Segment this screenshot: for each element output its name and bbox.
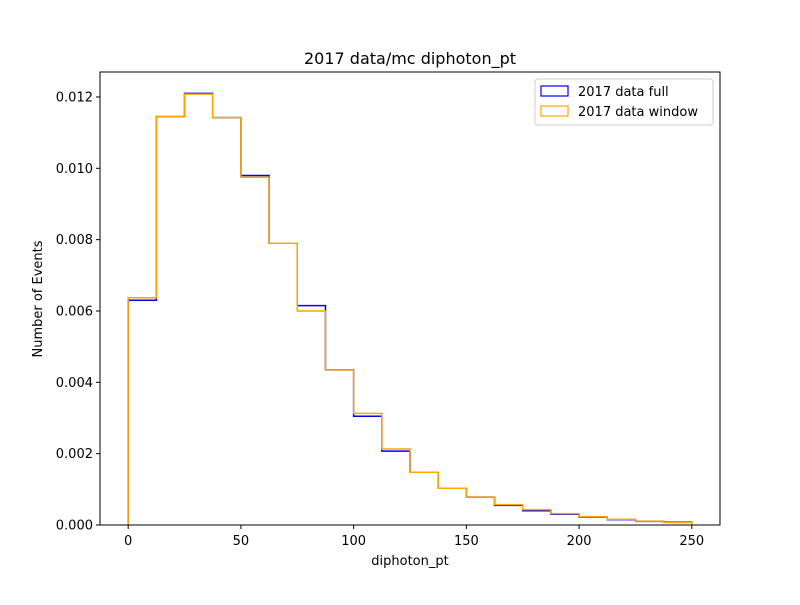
x-tick-label: 200 bbox=[567, 534, 592, 549]
histogram-series-2 bbox=[127, 93, 693, 525]
legend-swatch-1 bbox=[540, 85, 569, 97]
x-tick-label: 50 bbox=[233, 534, 250, 549]
x-tick-label: 150 bbox=[454, 534, 479, 549]
x-axis: 0 50 100 150 200 250 bbox=[124, 525, 704, 549]
axes-frame bbox=[99, 71, 721, 526]
y-tick-label: 0.000 bbox=[56, 519, 93, 534]
x-tick-label: 0 bbox=[124, 534, 132, 549]
y-tick-label: 0.004 bbox=[56, 376, 93, 391]
x-axis-label: diphoton_pt bbox=[371, 554, 448, 569]
y-axis: 0.000 0.002 0.004 0.006 0.008 0.010 0.012 bbox=[56, 90, 100, 534]
legend: 2017 data full 2017 data window bbox=[534, 78, 714, 126]
legend-label-1: 2017 data full bbox=[578, 85, 669, 100]
x-tick-label: 100 bbox=[341, 534, 366, 549]
y-axis-label: Number of Events bbox=[31, 240, 46, 357]
legend-label-2: 2017 data window bbox=[578, 105, 698, 120]
y-tick-label: 0.006 bbox=[56, 304, 93, 319]
y-tick-label: 0.008 bbox=[56, 233, 93, 248]
y-tick-label: 0.012 bbox=[56, 90, 93, 105]
y-tick-label: 0.010 bbox=[56, 162, 93, 177]
plot-area bbox=[99, 71, 721, 526]
y-tick-label: 0.002 bbox=[56, 447, 93, 462]
legend-swatch-2 bbox=[540, 105, 569, 117]
chart-title: 2017 data/mc diphoton_pt bbox=[304, 49, 516, 69]
legend-frame bbox=[534, 78, 714, 126]
x-tick-label: 250 bbox=[679, 534, 704, 549]
